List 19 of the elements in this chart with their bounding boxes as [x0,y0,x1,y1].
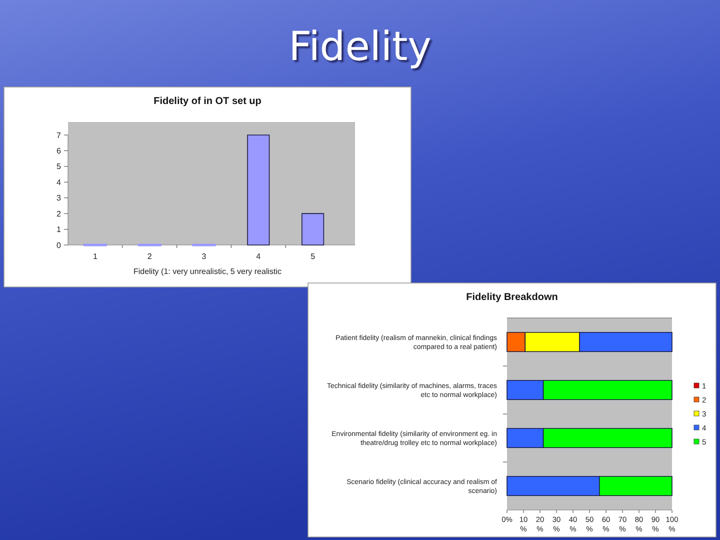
x-tick-label: 5 [310,252,316,261]
chart-title: Fidelity Breakdown [466,292,558,303]
chart-title: Fidelity of in OT set up [154,96,262,107]
y-tick-label: 6 [56,146,62,156]
y-tick-label: 7 [56,130,62,140]
x-axis-title: Fidelity (1: very unrealistic, 5 very realistic [133,267,282,276]
bar [302,213,324,246]
y-tick-label: 3 [56,194,62,203]
y-tick-label: 5 [56,162,62,172]
y-tick-label: 0 [56,240,62,250]
x-tick-label: 3 [202,252,207,261]
x-tick-label: 2 [147,252,152,261]
bar [247,134,270,246]
y-tick-label: 1 [56,225,62,234]
x-tick-label: 4 [256,252,262,261]
y-tick-label: 4 [56,178,62,187]
x-tick-label: 1 [92,252,98,261]
text: Fidelity [288,24,432,70]
y-tick-label: 2 [56,209,62,218]
